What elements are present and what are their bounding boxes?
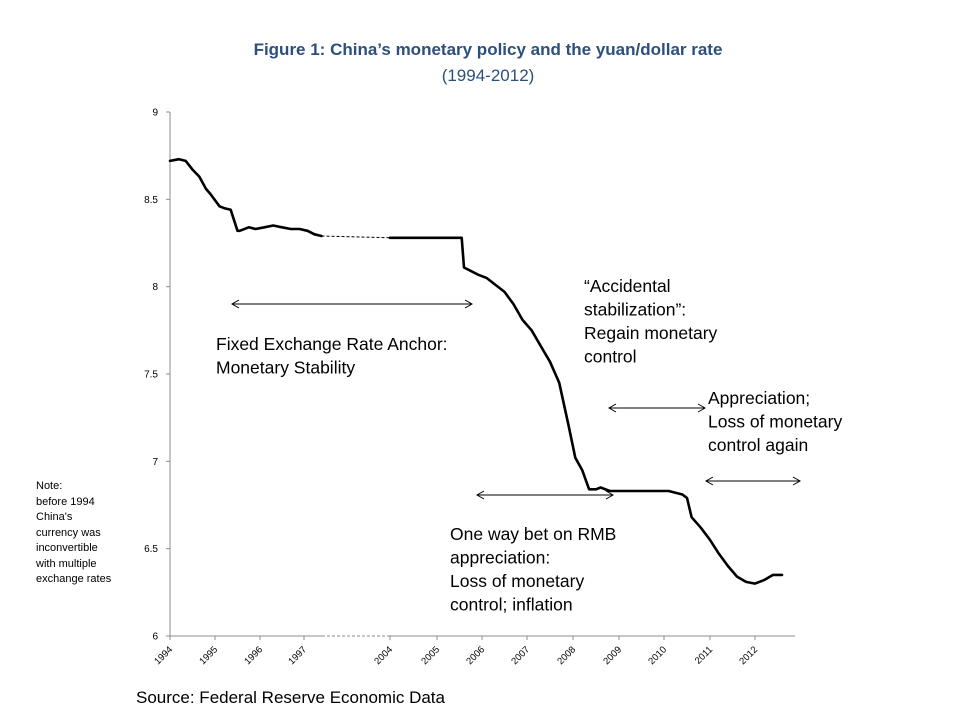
annotation-arrow: [704, 476, 802, 486]
chart-title: Figure 1: China’s monetary policy and th…: [253, 40, 723, 59]
chart-arrows: [230, 299, 802, 500]
x-tick-label: 2010: [646, 644, 669, 667]
chart-series: [168, 157, 784, 585]
series-break-line: [321, 235, 391, 239]
y-tick-label: 8.5: [144, 195, 158, 206]
x-tick-label: 2011: [693, 644, 715, 666]
x-tick-label: 2007: [509, 644, 532, 667]
x-tick-label: 1995: [197, 644, 220, 667]
x-tick-label: 1994: [152, 644, 175, 667]
annotation-arrow: [230, 299, 474, 309]
x-tick-label: 2004: [372, 644, 395, 667]
y-tick-label: 8: [152, 282, 158, 293]
x-tick-label: 2005: [419, 644, 442, 667]
series-line: [388, 236, 784, 585]
annotation-text: Fixed Exchange Rate Anchor: Monetary Stab…: [216, 334, 448, 378]
x-tick-label: 2009: [601, 644, 624, 667]
annotation-arrow: [475, 490, 615, 500]
y-tick-label: 6.5: [144, 544, 158, 555]
x-tick-label: 1997: [286, 644, 309, 667]
source-text: Source: Federal Reserve Economic Data: [136, 688, 445, 707]
x-tick-label: 2006: [464, 644, 487, 667]
x-tick-label: 2008: [555, 644, 578, 667]
y-tick-label: 7: [152, 457, 158, 468]
annotation-text: “Accidental stabilization”: Regain monetar…: [584, 276, 718, 367]
annotation-text: Appreciation; Loss of monetary control aga…: [708, 388, 842, 455]
chart-annotations: Fixed Exchange Rate Anchor: Monetary Stab…: [216, 276, 842, 615]
y-tick-label: 6: [152, 632, 158, 643]
x-tick-label: 2012: [737, 644, 760, 667]
note-text: Note: before 1994 China's currency was i…: [36, 480, 112, 585]
series-line: [168, 157, 323, 238]
x-tick-label: 1996: [242, 644, 265, 667]
annotation-text: One way bet on RMB appreciation: Loss of m…: [450, 524, 616, 615]
chart-subtitle: (1994-2012): [441, 66, 535, 85]
annotation-arrow: [607, 403, 707, 413]
y-tick-label: 9: [152, 108, 158, 119]
y-tick-label: 7.5: [144, 370, 158, 381]
